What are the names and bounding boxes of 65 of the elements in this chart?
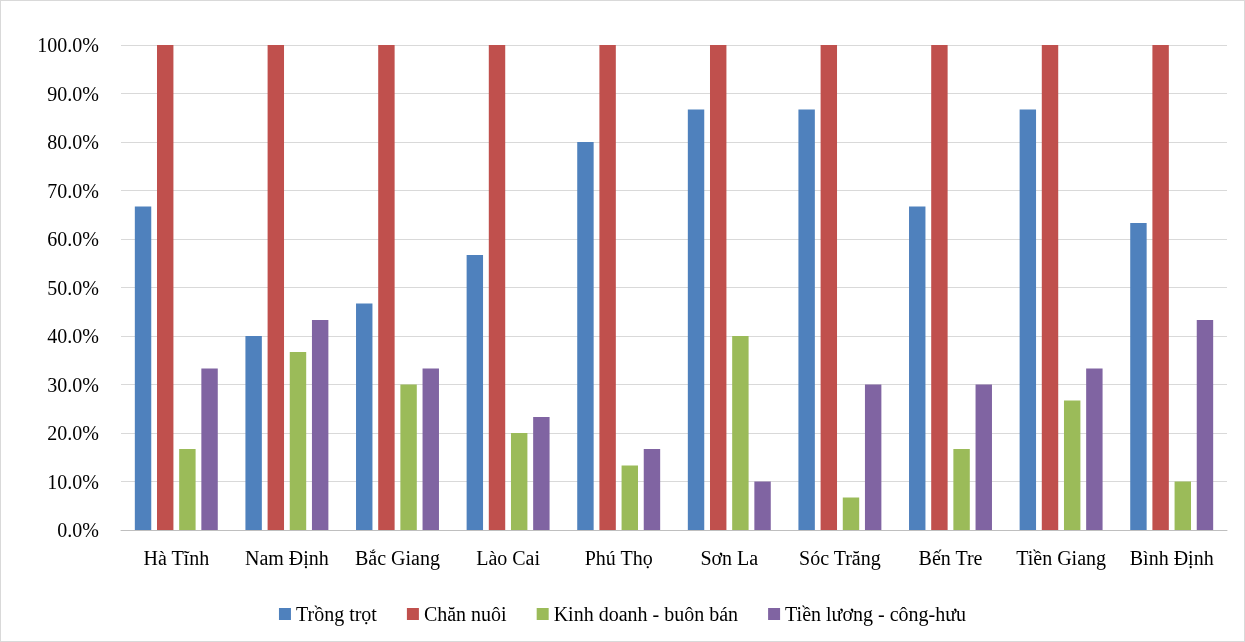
y-tick-label: 90.0% — [47, 82, 99, 105]
x-tick-label: Nam Định — [244, 547, 329, 569]
bar — [311, 320, 329, 530]
bar — [201, 368, 218, 530]
bar — [643, 449, 661, 530]
bar — [378, 45, 395, 530]
bar — [179, 449, 196, 530]
bar — [422, 368, 439, 530]
bar — [754, 481, 771, 530]
bar — [267, 45, 285, 530]
bar — [466, 255, 484, 530]
bar — [931, 45, 948, 530]
x-tick-label: Hà Tĩnh — [143, 547, 210, 569]
x-tick-label: Bắc Giang — [355, 547, 440, 570]
bar — [710, 45, 727, 530]
y-tick-label: 10.0% — [47, 470, 99, 493]
bar — [134, 206, 152, 530]
x-tick-label: Phú Thọ — [584, 547, 653, 569]
bar — [1174, 481, 1191, 530]
legend-label: Tiền lương - công-hưu — [785, 603, 967, 626]
y-tick-label: 60.0% — [47, 228, 99, 250]
bar — [157, 45, 174, 530]
y-tick-label: 100.0% — [37, 34, 99, 56]
x-tick-label: Lào Cai — [476, 547, 541, 569]
bar — [820, 45, 838, 530]
y-tick-label: 50.0% — [47, 276, 99, 299]
bar — [1196, 320, 1214, 530]
x-tick-label: Sóc Trăng — [799, 547, 881, 570]
bar — [909, 206, 926, 530]
bar — [621, 465, 638, 530]
bar — [488, 45, 506, 530]
bar — [687, 109, 705, 530]
bar — [732, 336, 749, 530]
bar — [356, 303, 373, 530]
x-tick-label: Sơn La — [700, 547, 759, 569]
x-tick-label: Bình Định — [1129, 547, 1214, 569]
x-tick-label: Bến Tre — [918, 547, 983, 569]
bar — [510, 433, 528, 530]
bar — [953, 449, 970, 530]
legend-label: Kinh doanh - buôn bán — [553, 603, 739, 625]
y-tick-label: 0.0% — [57, 519, 99, 541]
bar — [533, 417, 550, 530]
bar — [1063, 400, 1081, 530]
y-tick-label: 20.0% — [47, 422, 99, 444]
y-tick-label: 80.0% — [47, 131, 99, 153]
y-tick-label: 70.0% — [47, 179, 99, 202]
bar — [1130, 223, 1147, 530]
legend-label: Trồng trọt — [295, 603, 378, 626]
bar — [289, 352, 307, 530]
bar — [975, 384, 992, 530]
bar — [864, 384, 882, 530]
bar — [599, 45, 616, 530]
bar — [798, 109, 815, 530]
bar — [1152, 45, 1169, 530]
y-tick-label: 30.0% — [47, 373, 99, 396]
bar — [400, 384, 417, 530]
bar — [842, 497, 860, 530]
legend-label: Chăn nuôi — [423, 603, 508, 625]
bar — [577, 142, 594, 530]
bar — [1019, 109, 1037, 530]
bar — [1086, 368, 1103, 530]
bar — [1041, 45, 1059, 530]
bar — [245, 336, 262, 530]
x-tick-label: Tiền Giang — [1016, 547, 1107, 570]
y-tick-label: 40.0% — [47, 325, 99, 347]
